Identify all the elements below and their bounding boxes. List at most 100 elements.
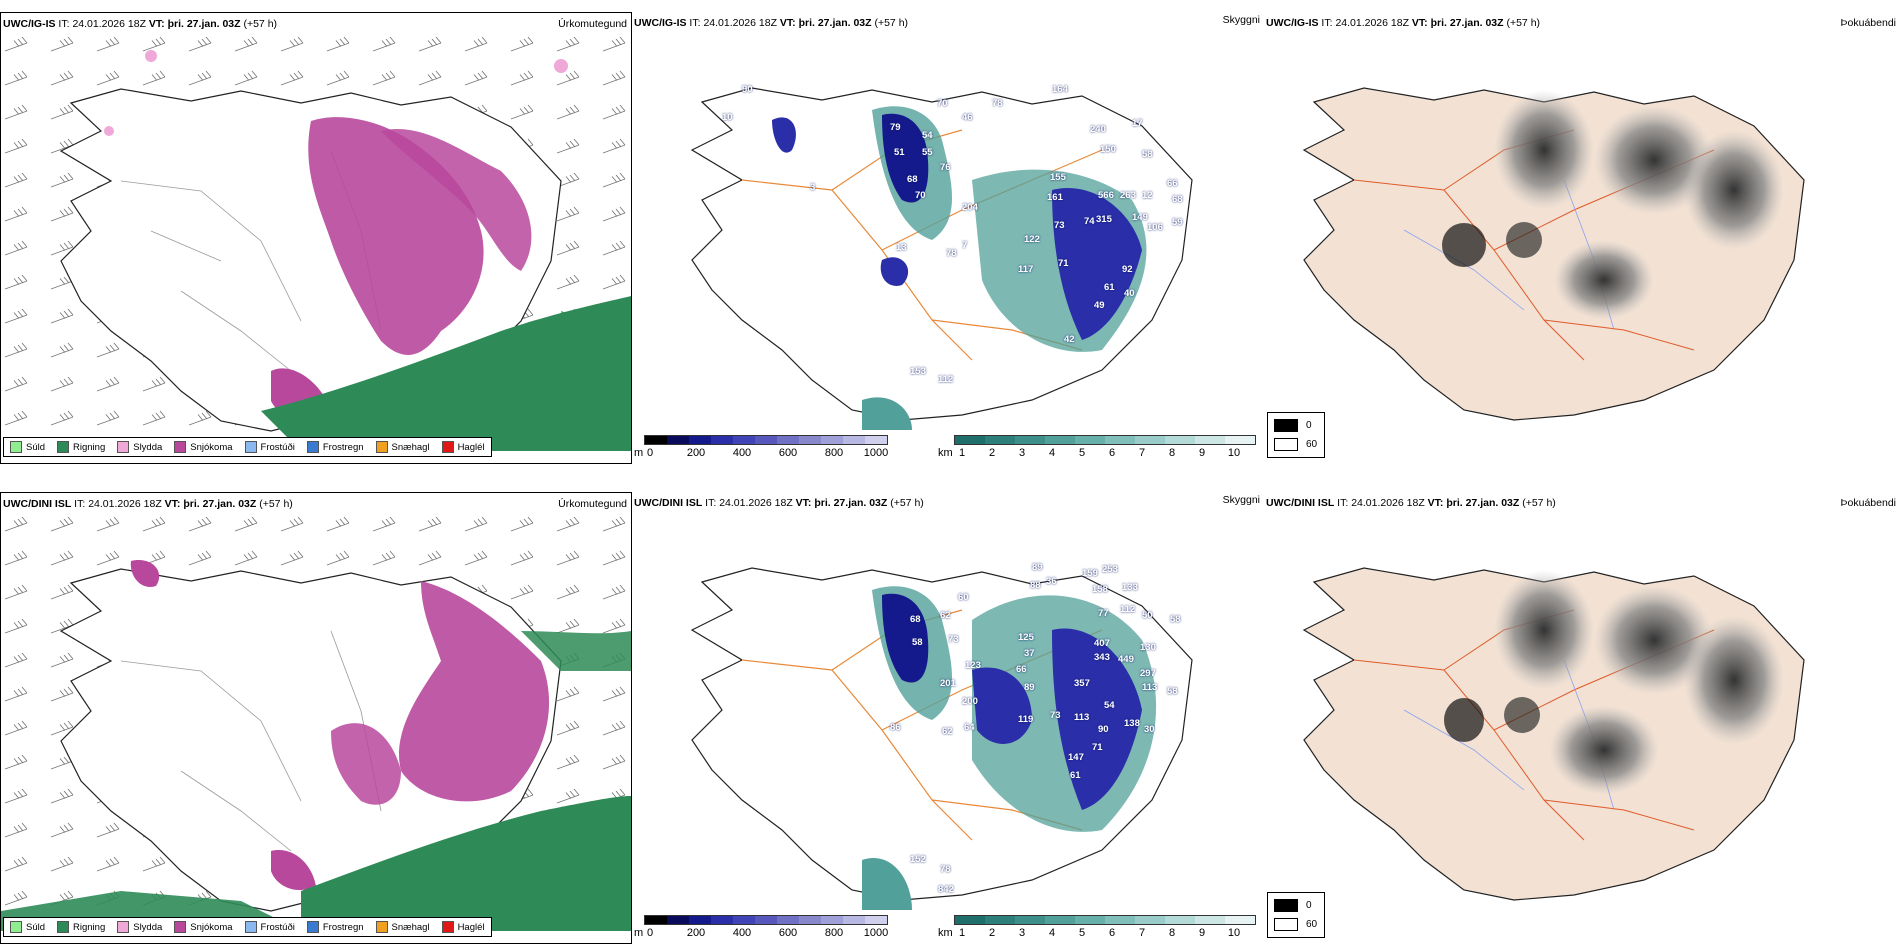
model-name: UWC/DINI ISL [634, 497, 703, 509]
legend-item-rigning: Rigning [57, 441, 105, 453]
precip-legend: Súld Rigning Slydda Snjókoma Frostúði Fr… [3, 437, 492, 457]
cbar-tick: 8 [1168, 927, 1176, 939]
cbar-tick: 1000 [863, 447, 889, 459]
fog-legend-swatch [1274, 918, 1298, 931]
row1-cloud-panel: UWC/IG-IS IT: 24.01.2026 18Z VT: þri. 27… [632, 12, 1264, 464]
cbar-tick: 200 [686, 447, 706, 459]
cloud-label: 112 [938, 374, 954, 385]
cbar-tick: 2 [988, 927, 996, 939]
cloud-label: 449 [1118, 654, 1134, 665]
cloud-label: 123 [965, 660, 981, 671]
cloud-label: 58 [1170, 614, 1181, 625]
cloud-label: 36 [1046, 576, 1057, 587]
cloud-label: 61 [1104, 282, 1115, 293]
legend-swatch [174, 921, 187, 933]
precip-map [1, 511, 631, 931]
panel-type-label: Skyggni [1222, 494, 1260, 506]
cbar-unit: m [634, 447, 644, 459]
cloud-label: 159 [1082, 568, 1098, 579]
cbar-tick: 10 [1227, 447, 1241, 459]
legend-item-snaehagl: Snæhagl [375, 921, 430, 933]
cloud-label: 113 [1074, 712, 1090, 723]
cloud-label: 61 [1070, 770, 1081, 781]
cbar-tick: 3 [1018, 447, 1026, 459]
legend-item-frostregn: Frostregn [306, 441, 364, 453]
legend-swatch [57, 441, 70, 453]
cbar-unit: km [938, 927, 953, 939]
cbar-tick: 9 [1198, 447, 1206, 459]
vt-value: þri. 27.jan. 03Z [167, 18, 241, 30]
cloud-label: 7 [962, 240, 968, 251]
cloud-label: 263 [1120, 190, 1136, 201]
fog-map [1302, 567, 1805, 901]
cbar-tick: 7 [1138, 447, 1146, 459]
legend-item-rigning: Rigning [57, 921, 105, 933]
row2-fog-panel: UWC/DINI ISL IT: 24.01.2026 18Z VT: þri.… [1264, 492, 1900, 944]
cbar-tick: 5 [1078, 447, 1086, 459]
cloud-label: 42 [1064, 334, 1075, 345]
cloud-label: 89 [1032, 562, 1043, 573]
cloud-label: 50 [1142, 610, 1153, 621]
fog-map [1302, 87, 1805, 421]
cloud-label: 133 [1122, 582, 1138, 593]
fog-legend-swatch [1274, 438, 1298, 451]
cloud-label: 70 [937, 98, 948, 109]
cloud-label: 204 [962, 202, 978, 213]
model-name: UWC/IG-IS [1266, 17, 1319, 29]
cbar-blocks [644, 915, 888, 925]
legend-item-sudd: Súld [10, 441, 45, 453]
panel-type-label: Úrkomutegund [558, 18, 627, 30]
cbar-tick: 400 [732, 447, 752, 459]
cloud-label: 407 [1094, 638, 1110, 649]
cbar-blocks [644, 435, 888, 445]
cloud-label: 10 [722, 112, 733, 123]
cbar-tick: 600 [778, 927, 798, 939]
model-name: UWC/DINI ISL [1266, 497, 1335, 509]
cbar-tick: 400 [732, 927, 752, 939]
cbar-tick: 9 [1198, 927, 1206, 939]
legend-swatch [306, 921, 319, 933]
lead-time: (+57 h) [243, 18, 278, 30]
cloud-label: 90 [1098, 724, 1109, 735]
cloud-label: 73 [948, 634, 959, 645]
cbar-tick: 4 [1048, 927, 1056, 939]
cloud-label: 200 [962, 696, 978, 707]
cloud-label: 54 [1104, 700, 1115, 711]
fog-legend-value: 0 [1306, 420, 1312, 431]
cloud-label: 89 [1024, 682, 1035, 693]
cloud-label: 40 [1124, 288, 1135, 299]
cloud-label: 125 [1018, 632, 1034, 643]
cloud-label: 297 [1140, 668, 1156, 679]
cloud-label: 315 [1096, 214, 1112, 225]
cloud-map [690, 567, 1193, 910]
precip-legend: Súld Rigning Slydda Snjókoma Frostúði Fr… [3, 917, 492, 937]
cloud-label: 58 [912, 637, 923, 648]
legend-item-frostudi: Frostúði [244, 921, 295, 933]
legend-item-snaehagl: Snæhagl [375, 441, 430, 453]
legend-item-snjokoma: Snjókoma [174, 921, 233, 933]
legend-item-frostudi: Frostúði [244, 441, 295, 453]
cloud-label: 62 [942, 726, 953, 737]
cloudbase-colorbar: m 0 200 400 600 800 1000 [634, 915, 888, 941]
vt-label: VT: [148, 18, 165, 30]
cbar-blocks [954, 435, 1256, 445]
cloud-label: 51 [894, 147, 905, 158]
cloud-label: 92 [1122, 264, 1133, 275]
visibility-colorbar: km 1 2 3 4 5 6 7 8 9 10 [938, 435, 1258, 461]
legend-item-sudd: Súld [10, 921, 45, 933]
cloud-label: 90 [742, 84, 753, 95]
cbar-tick: 6 [1108, 447, 1116, 459]
legend-item-frostregn: Frostregn [306, 921, 364, 933]
it-label: IT: [58, 18, 70, 30]
row1-fog-panel: UWC/IG-IS IT: 24.01.2026 18Z VT: þri. 27… [1264, 12, 1900, 464]
cloud-label: 49 [1094, 300, 1105, 311]
cbar-unit: km [938, 447, 953, 459]
cloud-label: 155 [1050, 172, 1066, 183]
cbar-tick: 4 [1048, 447, 1056, 459]
panel-type-label: Úrkomutegund [558, 498, 627, 510]
cbar-tick: 0 [646, 447, 654, 459]
cloud-label: 153 [910, 366, 926, 377]
row2-precip-title: UWC/DINI ISL IT: 24.01.2026 18Z VT: þri.… [3, 498, 293, 510]
cloud-label: 12 [1142, 190, 1153, 201]
cloud-label: 86 [890, 722, 901, 733]
